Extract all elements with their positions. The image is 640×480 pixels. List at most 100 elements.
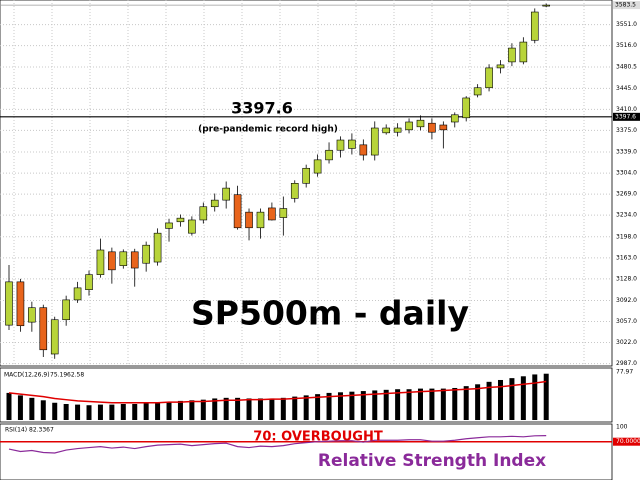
macd-bar	[223, 397, 229, 420]
rsi-title: RSI(14)	[5, 427, 27, 434]
candle-body	[85, 274, 93, 290]
macd-bar	[29, 397, 35, 420]
candle-body	[96, 249, 105, 275]
signal-line	[8, 380, 547, 404]
candle-body	[508, 47, 516, 63]
candle-body	[28, 307, 36, 323]
tick-box	[613, 437, 640, 446]
macd-bar	[189, 400, 195, 420]
macd-bar	[440, 388, 446, 420]
level-price-label: 3397.6	[615, 113, 636, 120]
macd-bar	[200, 399, 206, 420]
level-label: 3397.6	[231, 99, 293, 118]
macd-bar	[452, 387, 458, 420]
macd-bar	[63, 403, 69, 420]
macd-bar	[349, 391, 355, 420]
macd-bar	[269, 398, 275, 420]
candle-body	[245, 211, 253, 229]
candle-body	[519, 41, 528, 63]
rsi-annotation: Relative Strength Index	[318, 451, 546, 471]
candle-body	[50, 319, 59, 355]
candle-body	[5, 281, 13, 326]
macd-bar	[109, 404, 115, 420]
candle-body	[210, 199, 219, 208]
macd-bar	[120, 403, 126, 420]
y-tick-label: 100	[616, 424, 628, 431]
candle-body	[485, 67, 493, 89]
price-label: 3583.5	[615, 2, 636, 9]
plot: 3551.0 3516.0 3480.5 3445.0 3410.0 3375.0 3339…	[0, 0, 640, 454]
candle-body	[302, 167, 310, 184]
macd-bar	[383, 389, 389, 420]
macd-bar	[212, 398, 218, 420]
macd-bar	[509, 378, 515, 420]
candle-body	[370, 127, 379, 156]
y-tick-label: 3339.0	[616, 149, 637, 156]
macd-bar	[315, 394, 321, 420]
y-tick-label: 3022.0	[616, 339, 637, 346]
macd-bar	[543, 373, 549, 420]
price-box	[613, 1, 640, 10]
macd-bar	[520, 376, 526, 420]
candle-body	[382, 127, 390, 134]
candle-body	[233, 194, 242, 229]
candle-body	[108, 251, 116, 271]
candle-body	[279, 208, 288, 218]
overbought-label: 70: OVERBOUGHT	[253, 430, 383, 445]
macd-bar	[166, 401, 172, 420]
macd-bar	[52, 402, 58, 420]
macd-bar	[132, 403, 138, 420]
rsi-line	[8, 435, 547, 454]
candle-body	[62, 299, 70, 321]
level-note: (pre-pandemic record high)	[198, 125, 338, 135]
macd-bar	[246, 398, 252, 420]
candle-body	[428, 122, 436, 133]
signal-value: 62.58	[67, 372, 84, 379]
y-tick-label: 3410.0	[616, 106, 637, 113]
macd-bar	[292, 396, 298, 420]
candle-body	[256, 211, 265, 229]
candle-body	[496, 64, 505, 69]
y-tick-label: 3057.0	[616, 318, 637, 325]
macd-bar	[406, 389, 412, 420]
candle-body	[142, 244, 150, 264]
candle-body	[39, 307, 48, 351]
macd-bar	[326, 392, 332, 420]
macd-bar	[235, 397, 241, 420]
macd-bar	[40, 400, 46, 420]
macd-bar	[143, 403, 149, 420]
candle-body	[222, 187, 230, 201]
y-tick-label: 3163.0	[616, 254, 637, 261]
candle-body	[439, 124, 448, 131]
candle-body	[16, 281, 25, 327]
y-tick-label: 3269.0	[616, 191, 637, 198]
chart-title: SP500m - daily	[191, 294, 469, 333]
macd-bar	[417, 388, 423, 420]
y-tick-label: 3445.0	[616, 85, 637, 92]
rsi-panel	[0, 423, 613, 480]
y-tick-label: 70.0000	[616, 438, 640, 445]
macd-bar	[155, 402, 161, 420]
level-price-box	[613, 112, 640, 121]
macd-bar	[532, 374, 538, 420]
y-tick-label: 3198.0	[616, 233, 637, 240]
candle-body	[359, 144, 368, 156]
macd-bar	[360, 391, 366, 420]
candle-body	[188, 219, 196, 234]
macd-bar	[303, 395, 309, 420]
candle-body	[416, 119, 425, 128]
macd-bar	[486, 381, 492, 420]
candle-body	[462, 97, 471, 119]
macd-bar	[463, 386, 469, 420]
macd-bar	[475, 384, 481, 420]
candle-body	[530, 11, 539, 41]
macd-title: MACD(12,26,9)	[4, 372, 50, 379]
y-tick-label: 3375.0	[616, 127, 637, 134]
macd-bar	[395, 389, 401, 420]
candle-body	[325, 149, 333, 161]
candle-body	[165, 222, 173, 229]
macd-bar	[429, 388, 435, 420]
y-tick-label: 77.97	[616, 369, 633, 376]
y-tick-label: 3516.0	[616, 42, 637, 49]
